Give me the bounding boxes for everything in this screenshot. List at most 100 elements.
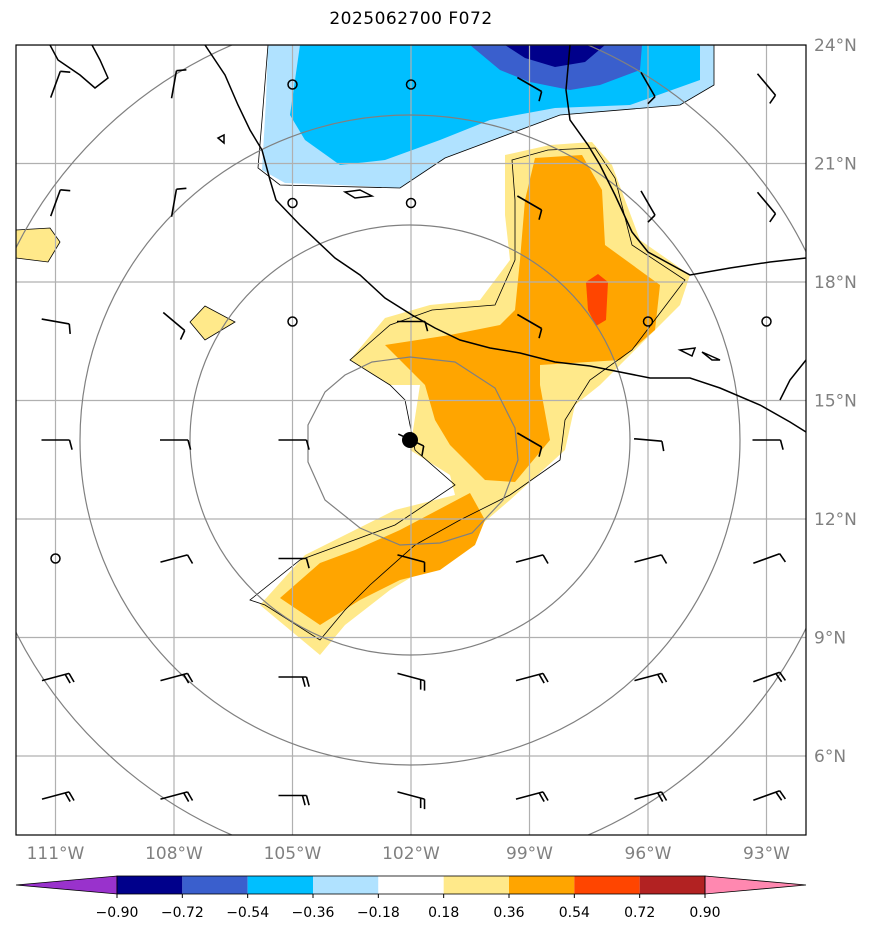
lat-tick-labels: 24°N 21°N 18°N 15°N 12°N 9°N 6°N <box>814 36 857 767</box>
calm-wind-marker <box>642 316 654 327</box>
colorbar-tick-label: 0.90 <box>689 905 720 921</box>
colorbar-tick-label: −0.36 <box>292 905 335 921</box>
colorbar-frame <box>116 875 706 895</box>
lat-tick-label: 24°N <box>814 36 857 56</box>
wind-barb <box>516 195 543 220</box>
colorbar-segment <box>509 876 575 894</box>
contour-outline-band <box>249 147 686 641</box>
lon-tick-label: 102°W <box>382 844 440 864</box>
wind-barbs <box>41 69 787 810</box>
calm-wind-marker <box>405 79 417 90</box>
range-ring-2 <box>189 224 631 656</box>
wind-barb <box>41 791 75 802</box>
wind-barb <box>756 191 777 223</box>
colorbar-tick-label: 0.54 <box>559 905 590 921</box>
lon-tick-label: 96°W <box>625 844 672 864</box>
colorbar-extend-low <box>15 875 118 895</box>
calm-wind-marker <box>761 316 772 327</box>
wind-barb <box>278 439 310 450</box>
field-neg-054 <box>470 45 642 90</box>
colorbar-tick-label: −0.54 <box>226 905 269 921</box>
coastline-gulf <box>565 45 806 276</box>
wind-barb <box>49 189 71 217</box>
lon-tick-label: 111°W <box>27 844 85 864</box>
wind-barb <box>753 552 787 565</box>
island-2 <box>342 189 375 199</box>
colorbar-segment <box>182 876 248 894</box>
wind-barb <box>397 672 426 691</box>
wind-barb <box>397 320 429 332</box>
coastline-pacific <box>204 45 806 433</box>
storm-center-marker <box>402 432 418 448</box>
wind-barb <box>278 794 310 806</box>
colorbar-extend-high <box>704 875 807 895</box>
island-4 <box>701 351 721 361</box>
map-frame <box>15 44 807 836</box>
wind-barb <box>49 70 71 98</box>
wind-barb <box>634 554 668 564</box>
colorbar-segment <box>378 876 444 894</box>
calm-wind-marker <box>287 316 298 327</box>
colorbar-tick-label: −0.90 <box>96 905 139 921</box>
wind-barb <box>160 791 194 802</box>
colorbar-segment <box>117 876 183 894</box>
wind-barb <box>516 432 543 457</box>
lon-tick-label: 108°W <box>145 844 203 864</box>
calm-wind-marker <box>287 79 298 90</box>
colorbar-tick-label: 0.18 <box>428 905 459 921</box>
colorbar-tick-label: −0.72 <box>161 905 204 921</box>
coastline <box>49 45 806 433</box>
wind-barb <box>633 437 665 452</box>
lat-tick-label: 12°N <box>814 510 857 530</box>
wind-barb <box>753 671 787 683</box>
colorbar-tick-label: 0.72 <box>624 905 655 921</box>
wind-barb <box>278 676 310 687</box>
lat-tick-label: 18°N <box>814 273 857 293</box>
wind-barb <box>753 789 787 802</box>
wind-barb <box>160 672 194 684</box>
field-pos-018-patch-mid <box>189 305 236 341</box>
lon-tick-label: 99°W <box>506 844 553 864</box>
wind-barb <box>41 672 75 684</box>
wind-barb <box>756 73 777 104</box>
wind-barb <box>516 313 543 339</box>
wind-barb <box>170 187 187 217</box>
field-pos-054-core <box>586 274 608 326</box>
lon-tick-label: 105°W <box>264 844 322 864</box>
wind-barb <box>515 791 549 802</box>
wind-barb <box>41 439 73 450</box>
wind-barb <box>41 318 71 334</box>
colorbar-tick-label: 0.36 <box>493 905 524 921</box>
wind-barb <box>278 557 310 569</box>
field-pos-018-patch-west <box>16 227 61 263</box>
colorbar-tick-label: −0.18 <box>357 905 400 921</box>
wind-barb <box>634 791 668 802</box>
lat-tick-label: 6°N <box>814 747 846 767</box>
contour-outline-north <box>257 45 715 189</box>
wind-barb <box>170 69 187 99</box>
colorbar-segment <box>313 876 379 894</box>
coastline-east <box>779 359 806 401</box>
lon-tick-label: 93°W <box>743 844 790 864</box>
colorbar-segment <box>639 876 705 894</box>
lat-tick-label: 15°N <box>814 392 857 412</box>
range-ring-3 <box>79 114 741 766</box>
field-pos-036-tail <box>280 493 485 625</box>
map-panel <box>15 44 807 836</box>
wind-barb <box>640 71 656 105</box>
lat-tick-label: 9°N <box>814 629 846 649</box>
wind-barb <box>162 311 186 340</box>
calm-wind-marker <box>287 197 298 209</box>
island-1 <box>216 133 225 145</box>
range-ring-1 <box>307 356 519 546</box>
lon-tick-labels: 111°W 108°W 105°W 102°W 99°W 96°W 93°W <box>27 844 791 864</box>
calm-wind-marker <box>50 553 61 564</box>
lat-tick-label: 21°N <box>814 155 857 175</box>
colorbar-segment <box>247 876 313 894</box>
wind-barb <box>160 439 192 450</box>
wind-barb <box>634 672 668 684</box>
wind-barb <box>515 672 549 684</box>
colorbar-segment <box>443 876 509 894</box>
calm-wind-marker <box>405 197 417 209</box>
wind-barb <box>160 554 194 564</box>
